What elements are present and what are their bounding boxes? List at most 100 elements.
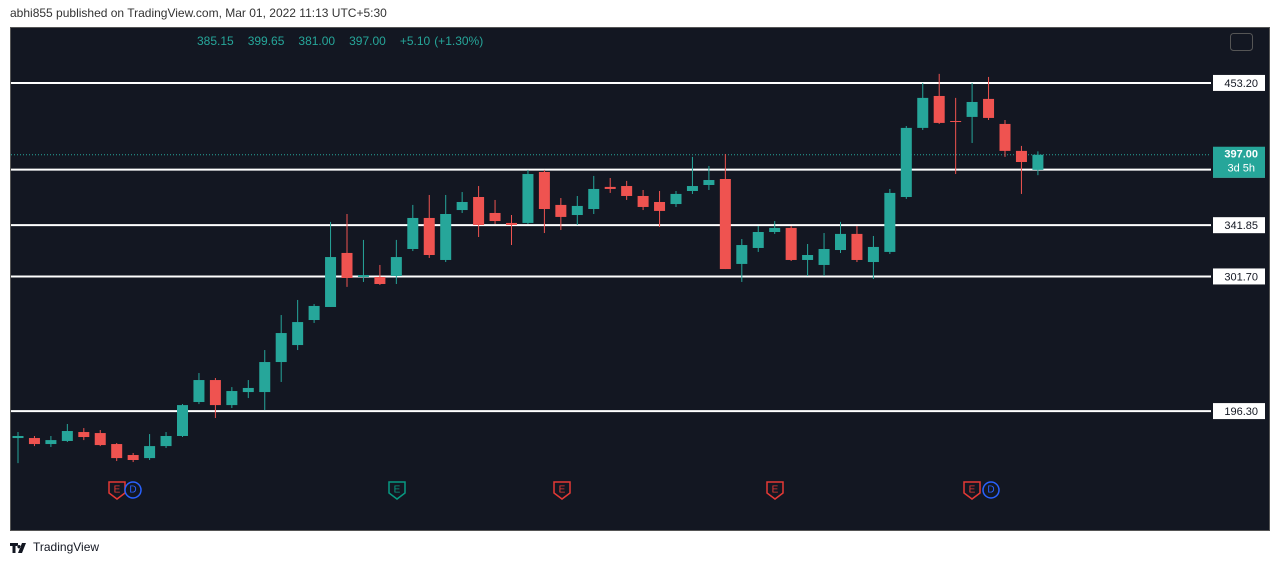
ohlc-high: 399.65 bbox=[248, 34, 285, 48]
candle-body bbox=[900, 127, 912, 198]
candle-body bbox=[374, 276, 386, 284]
candle bbox=[703, 165, 715, 190]
event-icon bbox=[553, 481, 571, 500]
candle-body bbox=[555, 204, 567, 217]
candle bbox=[242, 380, 254, 399]
ohlc-open: 385.15 bbox=[197, 34, 234, 48]
candle bbox=[670, 191, 682, 207]
candle bbox=[588, 175, 600, 214]
candle bbox=[604, 177, 616, 193]
candle-body bbox=[325, 257, 337, 307]
candle-body bbox=[966, 101, 978, 117]
candle-body bbox=[506, 222, 517, 225]
candle bbox=[506, 215, 517, 246]
candle-body bbox=[538, 171, 550, 210]
candle-body bbox=[752, 232, 764, 248]
event-icon bbox=[963, 481, 981, 500]
brand-name: TradingView bbox=[33, 540, 99, 554]
candle bbox=[538, 169, 550, 234]
candle bbox=[325, 221, 337, 307]
candle-body bbox=[341, 252, 353, 278]
settings-button[interactable] bbox=[1230, 33, 1253, 51]
candle bbox=[12, 432, 24, 464]
ohlc-low: 381.00 bbox=[298, 34, 335, 48]
candle bbox=[654, 191, 666, 228]
candle bbox=[621, 180, 633, 200]
candle bbox=[489, 199, 501, 224]
event-label: E bbox=[394, 485, 401, 496]
candle-body bbox=[292, 322, 304, 346]
event-label: E bbox=[969, 485, 976, 496]
candle bbox=[127, 452, 139, 463]
candle-body bbox=[983, 98, 995, 118]
candle bbox=[28, 435, 40, 447]
level-label: 301.70 bbox=[1224, 271, 1258, 283]
candle-body bbox=[308, 305, 320, 321]
candle-body bbox=[489, 212, 501, 222]
candle bbox=[983, 76, 995, 120]
candle bbox=[1015, 145, 1027, 194]
candle-body bbox=[45, 440, 57, 445]
candle bbox=[851, 226, 863, 263]
level-label-box bbox=[1213, 403, 1265, 420]
candle-body bbox=[522, 174, 534, 223]
candle-body bbox=[61, 431, 73, 441]
level-label: 453.20 bbox=[1224, 78, 1258, 90]
level-label-box bbox=[1213, 74, 1265, 91]
candle-body bbox=[160, 435, 172, 447]
event-marker: E bbox=[388, 481, 406, 500]
logo bbox=[10, 543, 26, 553]
event-label: E bbox=[772, 485, 779, 496]
candle bbox=[571, 195, 583, 225]
candle bbox=[193, 373, 205, 405]
candle-body bbox=[193, 380, 205, 403]
last-price-box bbox=[1213, 146, 1265, 178]
candle-body bbox=[144, 446, 156, 459]
candle-body bbox=[12, 435, 24, 439]
candle bbox=[111, 443, 123, 462]
candle-body bbox=[670, 193, 682, 205]
candle bbox=[818, 233, 830, 276]
candle bbox=[78, 428, 90, 441]
candle bbox=[933, 73, 945, 124]
candle bbox=[456, 192, 468, 213]
ohlc-change: +5.10 bbox=[400, 34, 431, 48]
candle bbox=[45, 435, 57, 447]
candle bbox=[209, 378, 221, 418]
candle bbox=[308, 304, 320, 323]
candle bbox=[966, 82, 978, 143]
candle bbox=[752, 226, 764, 252]
candle-body bbox=[917, 97, 929, 128]
candle bbox=[736, 239, 748, 282]
candle bbox=[769, 221, 781, 234]
candle-body bbox=[769, 227, 781, 233]
candle bbox=[1032, 151, 1044, 176]
candle bbox=[522, 169, 534, 224]
candle-body bbox=[588, 188, 600, 210]
event-marker: D bbox=[124, 481, 142, 499]
candle-body bbox=[571, 205, 583, 216]
candle bbox=[357, 239, 369, 282]
candle bbox=[259, 350, 271, 411]
candle bbox=[917, 82, 929, 130]
candle-body bbox=[802, 254, 814, 260]
event-icon bbox=[108, 481, 126, 500]
candle-body bbox=[719, 178, 731, 270]
candle bbox=[884, 188, 896, 254]
candle-body bbox=[867, 246, 879, 263]
level-label-box bbox=[1213, 268, 1265, 285]
event-icon bbox=[766, 481, 784, 500]
candle bbox=[374, 264, 386, 286]
candle-body bbox=[654, 201, 666, 211]
candle bbox=[686, 156, 698, 194]
candle-body bbox=[473, 197, 485, 225]
candle-body bbox=[785, 227, 797, 260]
candle-body bbox=[111, 444, 123, 459]
level-label: 341.85 bbox=[1224, 220, 1258, 232]
candle bbox=[226, 387, 238, 409]
event-label: D bbox=[129, 485, 136, 496]
candle bbox=[999, 119, 1011, 157]
candle-body bbox=[637, 195, 649, 207]
candle-body bbox=[703, 180, 715, 186]
